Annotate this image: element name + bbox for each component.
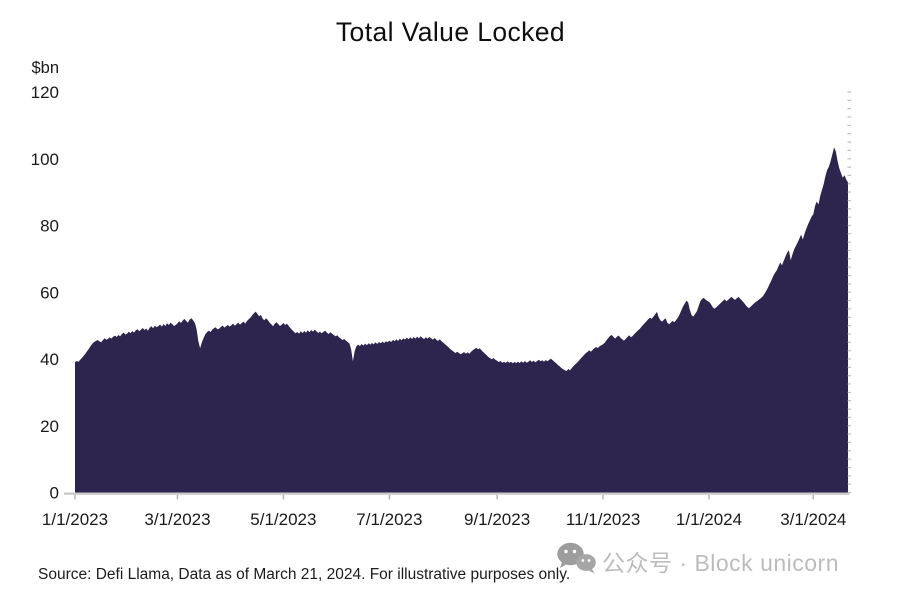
x-tick-label: 3/1/2023 bbox=[144, 510, 210, 529]
chart-title: Total Value Locked bbox=[335, 17, 566, 47]
right-spine-minor-tick bbox=[847, 408, 851, 410]
right-spine-minor-tick bbox=[847, 375, 851, 377]
right-spine-minor-tick bbox=[847, 466, 851, 469]
x-tick bbox=[812, 494, 814, 500]
right-spine-minor-tick bbox=[847, 275, 851, 277]
right-spine-minor-tick bbox=[847, 199, 851, 202]
right-spine-minor-tick bbox=[847, 366, 851, 368]
y-tick-label: 0 bbox=[50, 484, 59, 503]
right-spine-minor-tick bbox=[847, 258, 851, 260]
source-note: Source: Defi Llama, Data as of March 21,… bbox=[38, 566, 571, 583]
right-spine-minor-tick bbox=[847, 124, 851, 126]
x-tick-label: 7/1/2023 bbox=[356, 510, 422, 529]
right-spine-minor-tick bbox=[847, 341, 851, 343]
y-tick-label: 40 bbox=[40, 350, 59, 369]
right-spine-minor-tick bbox=[847, 333, 851, 335]
tvl-area-series bbox=[75, 147, 848, 493]
right-spine-minor-tick bbox=[847, 450, 851, 452]
right-spine-minor-tick bbox=[847, 149, 851, 151]
x-tick-label: 3/1/2024 bbox=[780, 510, 846, 529]
right-spine-minor-tick bbox=[847, 133, 851, 135]
x-tick-label: 1/1/2023 bbox=[42, 510, 108, 529]
right-spine-minor-tick bbox=[847, 441, 851, 443]
right-spine-minor-tick bbox=[847, 158, 851, 160]
right-spine-minor-tick bbox=[847, 233, 851, 235]
right-spine-minor-tick bbox=[847, 241, 851, 243]
right-spine-minor-tick bbox=[847, 416, 851, 418]
watermark: 公众号 · Block unicorn bbox=[556, 541, 839, 580]
right-spine-minor-tick bbox=[847, 316, 851, 318]
x-tick bbox=[388, 494, 391, 500]
right-spine-minor-tick bbox=[847, 308, 851, 310]
right-spine-minor-tick bbox=[847, 174, 851, 176]
watermark-text: 公众号 · Block unicorn bbox=[602, 549, 840, 576]
right-spine-minor-tick bbox=[847, 266, 851, 268]
right-spine-minor-tick bbox=[847, 358, 851, 360]
right-spine-minor-tick bbox=[847, 116, 851, 118]
x-tick bbox=[708, 494, 710, 500]
x-axis-line bbox=[64, 492, 850, 495]
x-tick-label: 9/1/2023 bbox=[464, 510, 530, 529]
right-spine-minor-tick bbox=[847, 383, 851, 385]
x-tick-label: 1/1/2024 bbox=[676, 510, 742, 529]
y-tick-label: 60 bbox=[40, 283, 59, 302]
right-spine-minor-tick bbox=[847, 249, 851, 252]
right-spine-minor-tick bbox=[847, 191, 851, 193]
x-tick-label: 11/1/2023 bbox=[566, 510, 640, 529]
right-spine-minor-tick bbox=[847, 91, 851, 93]
y-tick-label: 20 bbox=[40, 417, 59, 436]
right-spine-minor-tick bbox=[847, 291, 851, 293]
right-spine-minor-tick bbox=[847, 208, 851, 210]
right-spine-minor-tick bbox=[847, 433, 851, 435]
right-spine-minor-tick bbox=[847, 99, 851, 101]
x-tick-label: 5/1/2023 bbox=[250, 510, 316, 529]
y-tick-label: 100 bbox=[31, 150, 59, 169]
y-tick-label: 120 bbox=[31, 83, 59, 102]
wechat-icon bbox=[556, 541, 597, 580]
right-spine-minor-tick bbox=[847, 391, 851, 393]
right-spine-minor-tick bbox=[847, 483, 851, 485]
x-tick bbox=[602, 494, 604, 500]
right-spine-minor-tick bbox=[847, 475, 851, 477]
right-spine-minor-tick bbox=[847, 350, 851, 352]
right-spine-minor-tick bbox=[847, 325, 851, 327]
right-spine-minor-tick bbox=[847, 224, 851, 227]
y-axis-unit-label: $bn bbox=[31, 59, 59, 77]
x-tick bbox=[74, 494, 76, 500]
right-spine-minor-tick bbox=[847, 108, 851, 110]
right-spine-minor-tick bbox=[847, 141, 851, 143]
x-tick bbox=[176, 494, 179, 500]
y-tick-label: 80 bbox=[40, 217, 59, 236]
right-spine-minor-tick bbox=[847, 300, 851, 302]
x-tick bbox=[496, 494, 498, 500]
right-spine-minor-tick bbox=[847, 183, 851, 185]
right-spine-minor-tick bbox=[847, 425, 851, 427]
right-spine-minor-tick bbox=[847, 166, 851, 168]
right-spine-minor-tick bbox=[847, 216, 851, 218]
right-spine-minor-tick bbox=[847, 283, 851, 285]
x-tick bbox=[282, 494, 285, 500]
right-spine-minor-tick bbox=[847, 458, 851, 460]
right-spine-minor-tick bbox=[847, 400, 851, 402]
